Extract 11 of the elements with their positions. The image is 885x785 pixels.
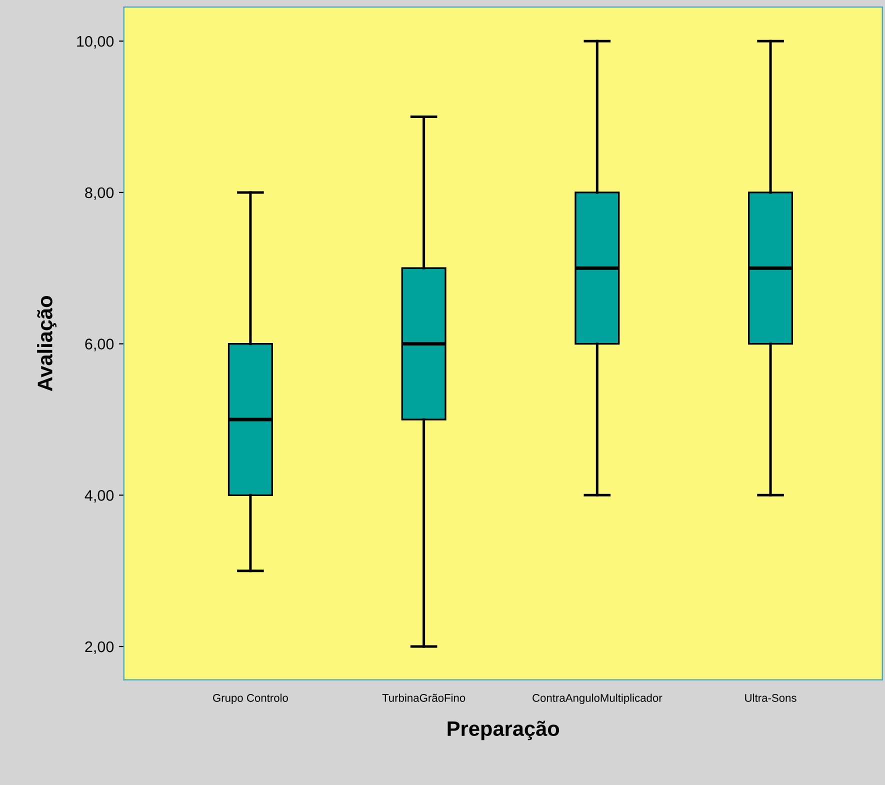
y-tick-label: 10,00 bbox=[77, 36, 114, 49]
x-tick-label: ContraAnguloMultiplicador bbox=[532, 694, 662, 704]
y-tick-label: 8,00 bbox=[85, 187, 114, 200]
x-tick-label: Grupo Controlo bbox=[213, 694, 288, 704]
x-tick-label: Ultra-Sons bbox=[745, 694, 796, 702]
x-axis-title: Preparação bbox=[448, 720, 560, 740]
y-tick-label: 4,00 bbox=[84, 490, 114, 503]
x-tick-label: TurbinaGrãoFino bbox=[382, 694, 466, 702]
y-tick-label: 2,00 bbox=[85, 641, 114, 654]
y-tick-label: 6,00 bbox=[85, 338, 114, 352]
y-axis-title: Avaliação bbox=[37, 296, 57, 392]
